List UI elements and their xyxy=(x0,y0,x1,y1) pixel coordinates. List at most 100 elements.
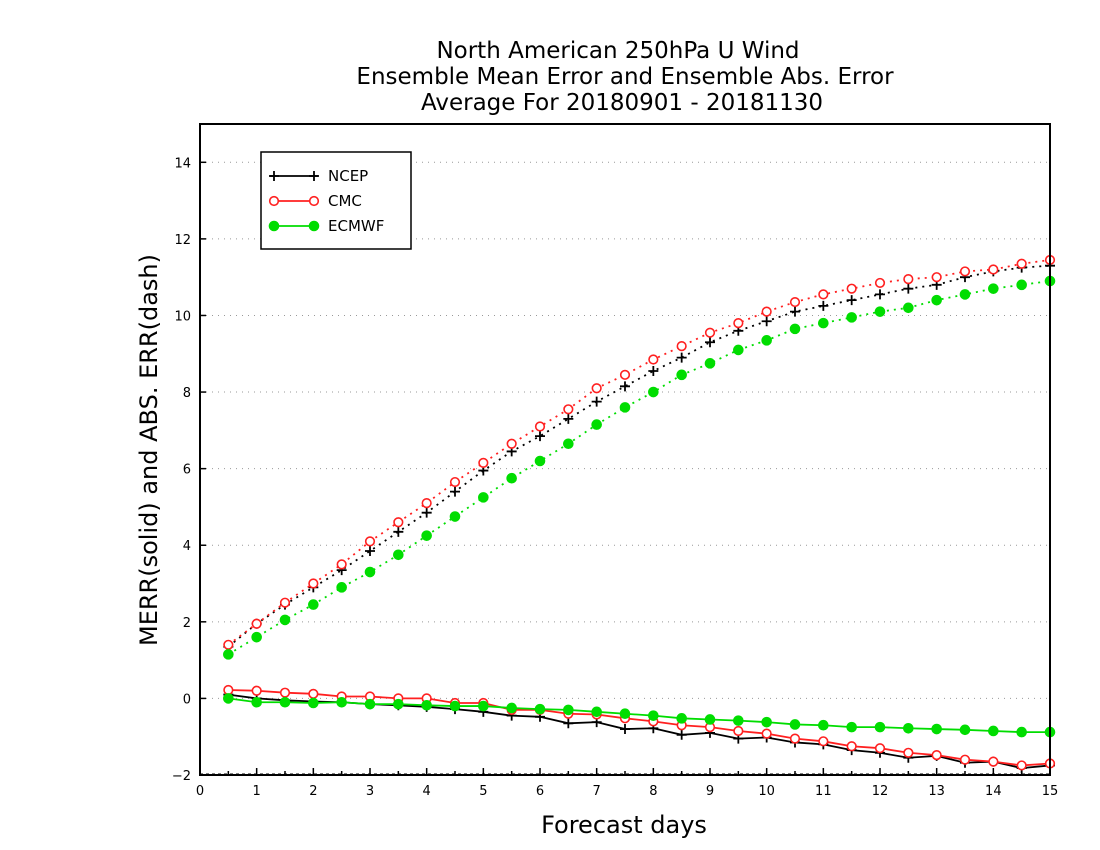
point-ecmwf-merr xyxy=(534,703,546,715)
point-cmc-merr xyxy=(308,688,319,699)
point-cmc-abs-err xyxy=(364,536,376,547)
point-ecmwf-merr xyxy=(789,719,801,730)
point-ecmwf-abs-err xyxy=(676,369,687,381)
point-ecmwf-abs-err xyxy=(223,649,234,660)
series-ncep-abs-err-line xyxy=(227,264,1051,648)
point-ecmwf-abs-err xyxy=(308,599,319,610)
point-cmc-abs-err xyxy=(336,559,347,570)
series-ecmwf-merr-line xyxy=(228,697,1050,734)
point-cmc-merr xyxy=(251,685,262,696)
point-cmc-merr xyxy=(789,733,801,744)
point-ecmwf-abs-err xyxy=(393,549,404,561)
point-cmc-abs-err xyxy=(846,283,857,294)
chart-title-line-2: Ensemble Mean Error and Ensemble Abs. Er… xyxy=(356,64,894,90)
point-ecmwf-merr xyxy=(421,700,432,711)
point-ecmwf-merr xyxy=(591,706,602,718)
point-cmc-abs-err xyxy=(506,438,517,449)
point-cmc-merr xyxy=(931,749,942,761)
series-ecmwf-abs-err-line xyxy=(227,280,1051,656)
point-ecmwf-merr xyxy=(903,722,914,734)
point-ncep-abs-err xyxy=(818,300,829,311)
chart-title-line-1: North American 250hPa U Wind xyxy=(436,38,799,64)
point-ecmwf-abs-err xyxy=(619,402,631,413)
point-cmc-merr xyxy=(761,728,772,739)
x-tick-label: 12 xyxy=(872,784,889,799)
point-cmc-abs-err xyxy=(591,383,602,394)
point-ncep-abs-err xyxy=(421,507,432,518)
point-ecmwf-merr xyxy=(818,719,829,731)
point-ecmwf-abs-err xyxy=(336,582,347,593)
point-cmc-abs-err xyxy=(648,354,659,365)
x-tick-label: 15 xyxy=(1042,784,1059,799)
point-ecmwf-abs-err xyxy=(591,419,602,430)
point-ecmwf-abs-err xyxy=(534,455,546,467)
point-cmc-abs-err xyxy=(563,404,574,415)
point-ncep-abs-err xyxy=(393,526,404,537)
point-cmc-abs-err xyxy=(393,517,404,528)
x-tick-label: 3 xyxy=(366,784,374,799)
y-tick-label: 14 xyxy=(174,156,191,171)
x-tick-label: 4 xyxy=(423,784,431,799)
y-tick-label: 12 xyxy=(174,233,191,248)
point-ecmwf-abs-err xyxy=(478,492,489,503)
point-ecmwf-abs-err xyxy=(421,530,432,541)
point-cmc-abs-err xyxy=(534,421,546,432)
point-ecmwf-abs-err xyxy=(704,358,716,369)
point-ecmwf-abs-err xyxy=(818,317,829,329)
point-ecmwf-merr xyxy=(478,700,489,712)
series-cmc-merr-line xyxy=(228,689,1051,767)
point-cmc-abs-err xyxy=(733,318,744,329)
x-tick-label: 11 xyxy=(815,784,832,799)
point-ecmwf-merr xyxy=(676,713,687,724)
point-cmc-merr xyxy=(874,743,886,754)
point-ecmwf-merr xyxy=(308,697,319,709)
point-ncep-abs-err xyxy=(875,289,885,300)
chart-title: North American 250hPa U Wind Ensemble Me… xyxy=(356,38,894,116)
point-ecmwf-abs-err xyxy=(1016,279,1027,291)
point-cmc-merr xyxy=(223,684,234,696)
legend-label-ecmwf: ECMWF xyxy=(328,217,384,235)
point-cmc-abs-err xyxy=(421,498,432,509)
point-cmc-abs-err xyxy=(478,457,489,469)
point-ncep-abs-err xyxy=(790,306,800,317)
point-ecmwf-merr xyxy=(1016,726,1027,738)
legend-marker-ncep xyxy=(269,171,279,181)
point-cmc-merr xyxy=(959,754,971,765)
point-ecmwf-merr xyxy=(251,696,262,708)
point-ncep-abs-err xyxy=(620,381,630,392)
legend-marker-ncep xyxy=(309,171,319,181)
series-cmc-abs-err-line xyxy=(227,259,1051,646)
y-tick-label: 6 xyxy=(183,463,191,478)
x-tick-label: 7 xyxy=(593,784,601,799)
point-cmc-merr xyxy=(1016,760,1027,771)
chart-title-line-3: Average For 20180901 - 20181130 xyxy=(421,90,823,116)
point-ecmwf-merr xyxy=(988,725,999,737)
point-ncep-abs-err xyxy=(450,486,460,497)
point-ecmwf-abs-err xyxy=(733,344,744,356)
point-ncep-abs-err xyxy=(676,352,687,363)
point-cmc-merr xyxy=(846,741,857,752)
x-tick-label: 6 xyxy=(536,784,544,799)
x-axis-label: Forecast days xyxy=(541,811,707,839)
point-ncep-abs-err xyxy=(761,316,772,327)
series-ncep-merr-line xyxy=(228,693,1051,770)
point-ecmwf-merr xyxy=(733,715,744,726)
point-ecmwf-merr xyxy=(874,721,886,733)
point-ecmwf-merr xyxy=(223,693,234,704)
point-ecmwf-merr xyxy=(563,704,574,716)
point-cmc-abs-err xyxy=(308,578,319,589)
x-tick-label: 2 xyxy=(309,784,317,799)
point-ecmwf-abs-err xyxy=(279,614,291,626)
point-cmc-abs-err xyxy=(761,306,772,317)
x-tick-label: 14 xyxy=(985,784,1002,799)
point-ecmwf-abs-err xyxy=(364,566,376,578)
legend-label-ncep: NCEP xyxy=(328,167,368,185)
x-tick-label: 0 xyxy=(196,784,204,799)
legend-marker-cmc xyxy=(308,195,320,207)
legend-marker-cmc xyxy=(268,195,280,207)
x-tick-label: 5 xyxy=(479,784,487,799)
y-tick-label: −2 xyxy=(172,769,191,784)
point-ncep-abs-err xyxy=(648,365,659,376)
